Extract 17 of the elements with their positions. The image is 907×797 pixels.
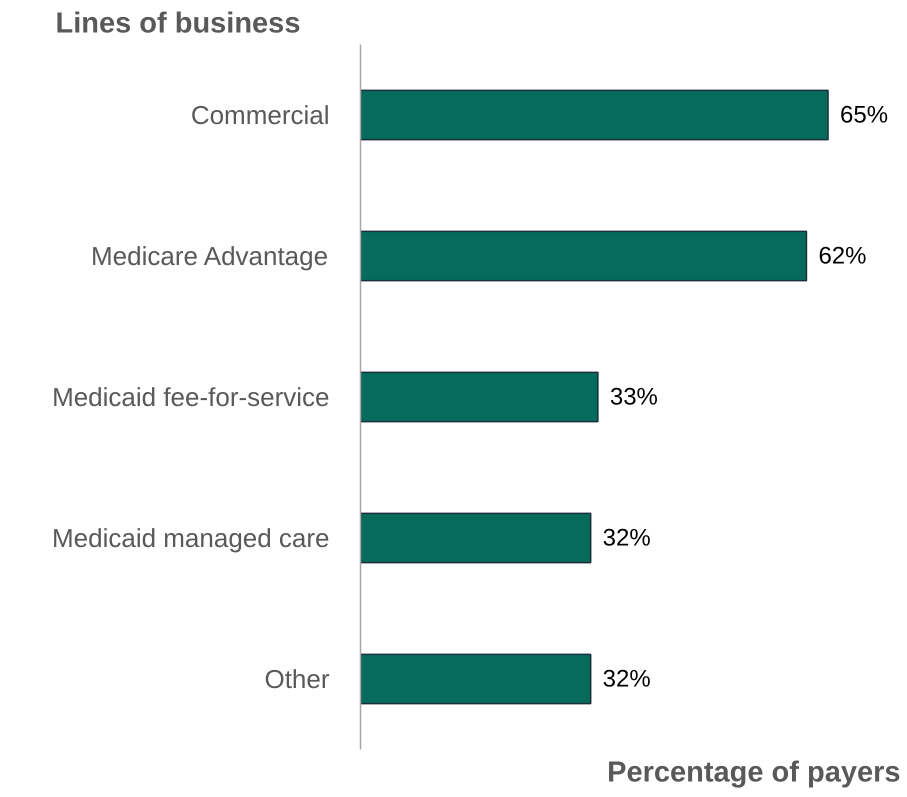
x-axis-title: Percentage of payers — [607, 756, 901, 788]
y-tick-label: Other — [264, 664, 330, 694]
bar — [360, 372, 599, 422]
data-label: 33% — [610, 384, 658, 410]
bar — [360, 230, 808, 282]
data-label: 65% — [840, 102, 888, 128]
y-tick-label: Medicare Advantage — [91, 241, 328, 271]
data-label: 62% — [818, 242, 866, 270]
y-tick-label: Medicaid fee-for-service — [52, 382, 330, 412]
bar — [360, 90, 829, 140]
y-tick-label: Commercial — [190, 100, 330, 130]
data-label: 32% — [602, 666, 651, 692]
bar — [360, 512, 592, 564]
bar — [360, 654, 592, 704]
y-axis-title: Lines of business — [56, 8, 300, 40]
data-label: 32% — [602, 524, 651, 552]
y-tick-label: Medicaid managed care — [52, 523, 330, 553]
